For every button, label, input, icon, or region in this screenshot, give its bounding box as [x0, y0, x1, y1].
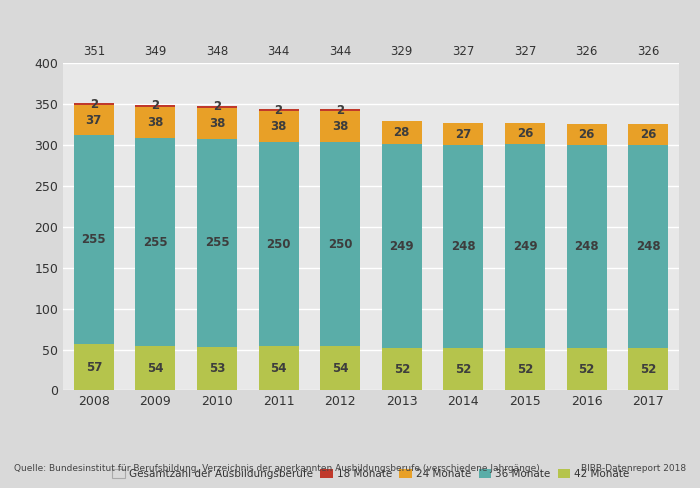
Bar — [505, 348, 545, 390]
Text: 38: 38 — [209, 117, 225, 130]
Text: 326: 326 — [575, 45, 598, 58]
Bar — [566, 124, 607, 145]
Bar — [505, 144, 545, 348]
Bar — [628, 348, 668, 390]
Bar — [135, 107, 176, 138]
Bar — [566, 348, 607, 390]
Text: 329: 329 — [391, 45, 413, 58]
Text: 38: 38 — [332, 120, 349, 133]
Bar — [382, 144, 422, 348]
Text: 250: 250 — [328, 238, 352, 250]
Text: 348: 348 — [206, 45, 228, 58]
Bar — [197, 107, 237, 139]
Text: 26: 26 — [578, 128, 595, 141]
Text: 52: 52 — [455, 363, 472, 376]
Bar — [135, 346, 176, 390]
Bar — [258, 109, 299, 111]
Bar — [628, 145, 668, 348]
Text: 27: 27 — [455, 128, 472, 141]
Text: 249: 249 — [512, 240, 538, 253]
Text: BIBB-Datenreport 2018: BIBB-Datenreport 2018 — [581, 464, 686, 473]
Text: 327: 327 — [514, 45, 536, 58]
Text: 37: 37 — [85, 114, 102, 127]
Text: 52: 52 — [640, 363, 657, 376]
Bar — [197, 347, 237, 390]
Bar — [74, 344, 114, 390]
Bar — [74, 135, 114, 344]
Text: 38: 38 — [147, 116, 164, 129]
Text: 53: 53 — [209, 362, 225, 375]
Text: 52: 52 — [578, 363, 595, 376]
Text: 255: 255 — [204, 236, 230, 249]
Bar — [135, 105, 176, 107]
Text: 38: 38 — [270, 120, 287, 133]
Bar — [505, 123, 545, 144]
Text: 54: 54 — [270, 362, 287, 375]
Text: 57: 57 — [85, 361, 102, 374]
Bar — [258, 346, 299, 390]
Text: 249: 249 — [389, 240, 414, 253]
Bar — [443, 145, 484, 348]
Text: 248: 248 — [636, 240, 661, 253]
Text: 344: 344 — [267, 45, 290, 58]
Bar — [74, 105, 114, 135]
Bar — [197, 106, 237, 107]
Text: 344: 344 — [329, 45, 351, 58]
Bar — [197, 139, 237, 347]
Bar — [628, 124, 668, 145]
Bar — [382, 122, 422, 144]
Bar — [443, 123, 484, 145]
Text: 52: 52 — [393, 363, 410, 376]
Text: 327: 327 — [452, 45, 475, 58]
Text: 248: 248 — [451, 240, 476, 253]
Legend: Gesamtzahl der Ausbildungsberufe, 18 Monate, 24 Monate, 36 Monate, 42 Monate: Gesamtzahl der Ausbildungsberufe, 18 Mon… — [108, 465, 634, 483]
Bar — [443, 348, 484, 390]
Bar — [135, 138, 176, 346]
Bar — [566, 145, 607, 348]
Text: 52: 52 — [517, 363, 533, 376]
Text: 54: 54 — [147, 362, 164, 375]
Text: 255: 255 — [143, 236, 168, 248]
Bar — [320, 111, 360, 142]
Text: 255: 255 — [81, 233, 106, 246]
Bar — [74, 103, 114, 105]
Text: 250: 250 — [266, 238, 291, 250]
Text: 349: 349 — [144, 45, 167, 58]
Text: 2: 2 — [336, 103, 344, 117]
Bar — [320, 346, 360, 390]
Text: 54: 54 — [332, 362, 349, 375]
Text: 351: 351 — [83, 45, 105, 58]
Text: Quelle: Bundesinstitut für Berufsbildung, Verzeichnis der anerkannten Ausbildung: Quelle: Bundesinstitut für Berufsbildung… — [14, 464, 540, 473]
Text: 2: 2 — [90, 98, 98, 111]
Text: 2: 2 — [274, 103, 283, 117]
Text: 28: 28 — [393, 126, 410, 140]
Bar — [258, 142, 299, 346]
Bar — [320, 142, 360, 346]
Text: 326: 326 — [637, 45, 659, 58]
Bar — [258, 111, 299, 142]
Text: 26: 26 — [517, 127, 533, 140]
Text: 2: 2 — [213, 100, 221, 113]
Bar — [382, 348, 422, 390]
Text: 248: 248 — [574, 240, 599, 253]
Text: 2: 2 — [151, 100, 160, 112]
Text: 26: 26 — [640, 128, 657, 141]
Bar — [320, 109, 360, 111]
